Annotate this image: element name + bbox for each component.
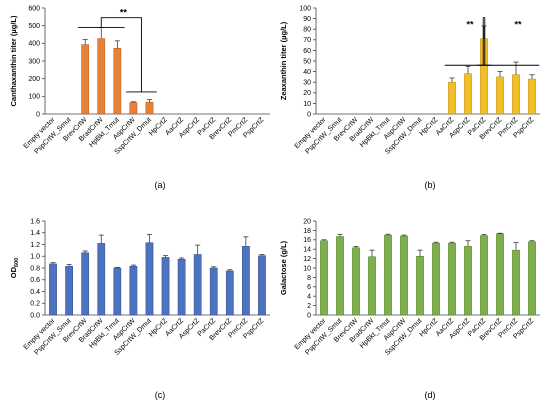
bar	[242, 246, 250, 316]
bar	[448, 242, 456, 316]
bar	[528, 78, 536, 115]
y-tick-label: 16	[303, 237, 311, 244]
bar	[161, 257, 170, 316]
bar	[145, 101, 154, 115]
bar	[81, 252, 90, 316]
bar	[512, 249, 520, 316]
y-tick-label: 40	[303, 69, 311, 76]
bar	[384, 234, 392, 316]
bar	[129, 265, 138, 316]
bar	[97, 243, 106, 316]
bar	[400, 235, 408, 316]
y-tick-label: 2	[307, 303, 311, 310]
bar	[49, 263, 57, 316]
significance-label: **	[514, 20, 522, 30]
y-tick-label: 0	[307, 111, 311, 118]
significance-label: **	[466, 20, 474, 30]
y-axis-title: OD600	[9, 258, 20, 278]
y-tick-label: 0.6	[30, 277, 40, 284]
y-tick-label: 0.4	[30, 289, 40, 296]
y-tick-label: 0	[36, 111, 40, 118]
bar	[432, 242, 440, 316]
bar	[97, 38, 106, 115]
bar	[145, 242, 154, 316]
y-tick-label: 0.8	[30, 265, 40, 272]
y-axis-title: Canthaxanthin titer (µg/L)	[9, 15, 18, 106]
bar	[320, 240, 328, 316]
y-tick-label: 1.2	[30, 242, 40, 249]
bar	[193, 254, 202, 316]
bar	[225, 270, 234, 316]
bar	[209, 267, 218, 316]
bar	[258, 255, 266, 316]
y-axis-title: Galactose (g/L)	[279, 240, 288, 295]
bar	[113, 48, 122, 115]
bar	[480, 235, 488, 316]
bar	[113, 267, 122, 316]
bar	[81, 44, 90, 115]
y-tick-label: 100	[299, 5, 311, 12]
bar	[448, 81, 456, 115]
bar	[352, 247, 360, 316]
y-tick-label: 1.0	[30, 254, 40, 261]
y-tick-label: 10	[303, 101, 311, 108]
panel-label: (b)	[425, 180, 436, 190]
bar	[336, 236, 344, 316]
y-axis-title: Zeaxanthin titer (µg/L)	[279, 21, 288, 100]
panel-label: (a)	[155, 180, 166, 190]
y-tick-label: 10	[303, 265, 311, 272]
y-tick-label: 6	[307, 284, 311, 291]
y-tick-label: 90	[303, 16, 311, 23]
bar	[464, 246, 472, 316]
y-tick-label: 0	[307, 312, 311, 319]
bar	[177, 258, 186, 316]
chart-panel-2: 0 10 20 30 40 50 60 70 80 90 100 Zeaxanthin titer (…	[279, 5, 540, 190]
y-tick-label: 1.4	[30, 230, 40, 237]
chart-panel-1: 0 100 200 300 400 500 600 Canthaxanthin titer (…	[9, 5, 270, 190]
panel-label: (d)	[425, 390, 436, 400]
y-tick-label: 70	[303, 37, 311, 44]
bar	[496, 233, 504, 316]
bar	[528, 241, 536, 316]
y-tick-label: 600	[28, 5, 40, 12]
bar	[416, 256, 424, 316]
y-tick-label: 1.6	[30, 218, 40, 225]
y-tick-label: 4	[307, 294, 311, 301]
y-tick-label: 8	[307, 275, 311, 282]
y-tick-label: 500	[28, 23, 40, 30]
y-tick-label: 60	[303, 48, 311, 55]
y-tick-label: 12	[303, 256, 311, 263]
significance-bracket	[100, 17, 142, 92]
y-tick-label: 14	[303, 247, 311, 254]
y-tick-label: 18	[303, 228, 311, 235]
bar	[464, 73, 472, 115]
y-tick-label: 200	[28, 76, 40, 83]
y-tick-label: 30	[303, 80, 311, 87]
y-tick-label: 20	[303, 90, 311, 97]
y-tick-label: 20	[303, 218, 311, 225]
y-tick-label: 300	[28, 58, 40, 65]
y-tick-label: 80	[303, 27, 311, 34]
significance-label: **	[120, 8, 128, 18]
bar	[512, 74, 520, 115]
bar	[496, 76, 504, 115]
y-tick-label: 400	[28, 41, 40, 48]
y-tick-label: 50	[303, 58, 311, 65]
y-tick-label: 0.0	[30, 312, 40, 319]
panel-label: (c)	[155, 390, 166, 400]
y-tick-label: 0.2	[30, 301, 40, 308]
bar	[129, 102, 138, 115]
bar	[368, 256, 376, 316]
bar	[65, 265, 73, 316]
y-tick-label: 100	[28, 94, 40, 101]
bar	[480, 38, 488, 115]
